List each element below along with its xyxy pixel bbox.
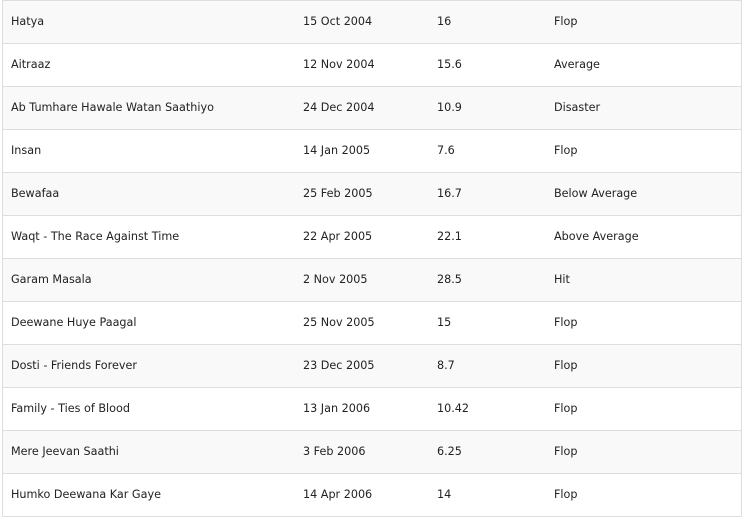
table-row: Ab Tumhare Hawale Watan Saathiyo 24 Dec 2… xyxy=(3,87,741,130)
table-row: Family - Ties of Blood 13 Jan 2006 10.42 Fl… xyxy=(3,388,741,431)
verdict-cell: Flop xyxy=(554,15,578,28)
collection-cell: 6.25 xyxy=(437,445,462,458)
collection-cell: 16.7 xyxy=(437,187,462,200)
verdict-cell: Flop xyxy=(554,488,578,501)
collection-cell: 15.6 xyxy=(437,58,462,71)
verdict-cell: Flop xyxy=(554,359,578,372)
verdict-cell: Flop xyxy=(554,144,578,157)
collection-cell: 8.7 xyxy=(437,359,455,372)
release-date-cell: 24 Dec 2004 xyxy=(303,101,375,114)
film-name-cell: Humko Deewana Kar Gaye xyxy=(11,488,161,501)
release-date-cell: 12 Nov 2004 xyxy=(303,58,375,71)
film-name-cell: Deewane Huye Paagal xyxy=(11,316,137,329)
film-name-cell: Ab Tumhare Hawale Watan Saathiyo xyxy=(11,101,214,114)
table-row: Dosti - Friends Forever 23 Dec 2005 8.7 Flo… xyxy=(3,345,741,388)
collection-cell: 28.5 xyxy=(437,273,462,286)
release-date-cell: 22 Apr 2005 xyxy=(303,230,373,243)
film-name-cell: Bewafaa xyxy=(11,187,60,200)
film-name-cell: Mere Jeevan Saathi xyxy=(11,445,119,458)
release-date-cell: 25 Feb 2005 xyxy=(303,187,373,200)
verdict-cell: Hit xyxy=(554,273,570,286)
film-name-cell: Aitraaz xyxy=(11,58,51,71)
film-name-cell: Garam Masala xyxy=(11,273,92,286)
release-date-cell: 3 Feb 2006 xyxy=(303,445,366,458)
verdict-cell: Flop xyxy=(554,316,578,329)
verdict-cell: Flop xyxy=(554,445,578,458)
release-date-cell: 14 Apr 2006 xyxy=(303,488,373,501)
verdict-cell: Flop xyxy=(554,402,578,415)
collection-cell: 14 xyxy=(437,488,452,501)
film-name-cell: Dosti - Friends Forever xyxy=(11,359,137,372)
table-row: Garam Masala 2 Nov 2005 28.5 Hit xyxy=(3,259,741,302)
release-date-cell: 2 Nov 2005 xyxy=(303,273,368,286)
table-row: Humko Deewana Kar Gaye 14 Apr 2006 14 Flop xyxy=(3,474,741,517)
table-row: Insan 14 Jan 2005 7.6 Flop xyxy=(3,130,741,173)
verdict-cell: Disaster xyxy=(554,101,601,114)
release-date-cell: 14 Jan 2005 xyxy=(303,144,371,157)
release-date-cell: 23 Dec 2005 xyxy=(303,359,375,372)
table-row: Mere Jeevan Saathi 3 Feb 2006 6.25 Flop xyxy=(3,431,741,474)
collection-cell: 10.42 xyxy=(437,402,470,415)
collection-cell: 15 xyxy=(437,316,452,329)
collection-cell: 10.9 xyxy=(437,101,462,114)
verdict-cell: Below Average xyxy=(554,187,638,200)
collection-cell: 16 xyxy=(437,15,452,28)
film-name-cell: Hatya xyxy=(11,15,45,28)
release-date-cell: 13 Jan 2006 xyxy=(303,402,371,415)
table-row: Hatya 15 Oct 2004 16 Flop xyxy=(3,1,741,44)
release-date-cell: 25 Nov 2005 xyxy=(303,316,375,329)
table-row: Deewane Huye Paagal 25 Nov 2005 15 Flop xyxy=(3,302,741,345)
collection-cell: 7.6 xyxy=(437,144,455,157)
table-row: Aitraaz 12 Nov 2004 15.6 Average xyxy=(3,44,741,87)
film-name-cell: Family - Ties of Blood xyxy=(11,402,130,415)
collection-cell: 22.1 xyxy=(437,230,462,243)
table-row: Bewafaa 25 Feb 2005 16.7 Below Average xyxy=(3,173,741,216)
table-row: Waqt - The Race Against Time 22 Apr 2005 2… xyxy=(3,216,741,259)
release-date-cell: 15 Oct 2004 xyxy=(303,15,373,28)
verdict-cell: Average xyxy=(554,58,600,71)
film-name-cell: Waqt - The Race Against Time xyxy=(11,230,180,243)
film-name-cell: Insan xyxy=(11,144,42,157)
verdict-cell: Above Average xyxy=(554,230,639,243)
